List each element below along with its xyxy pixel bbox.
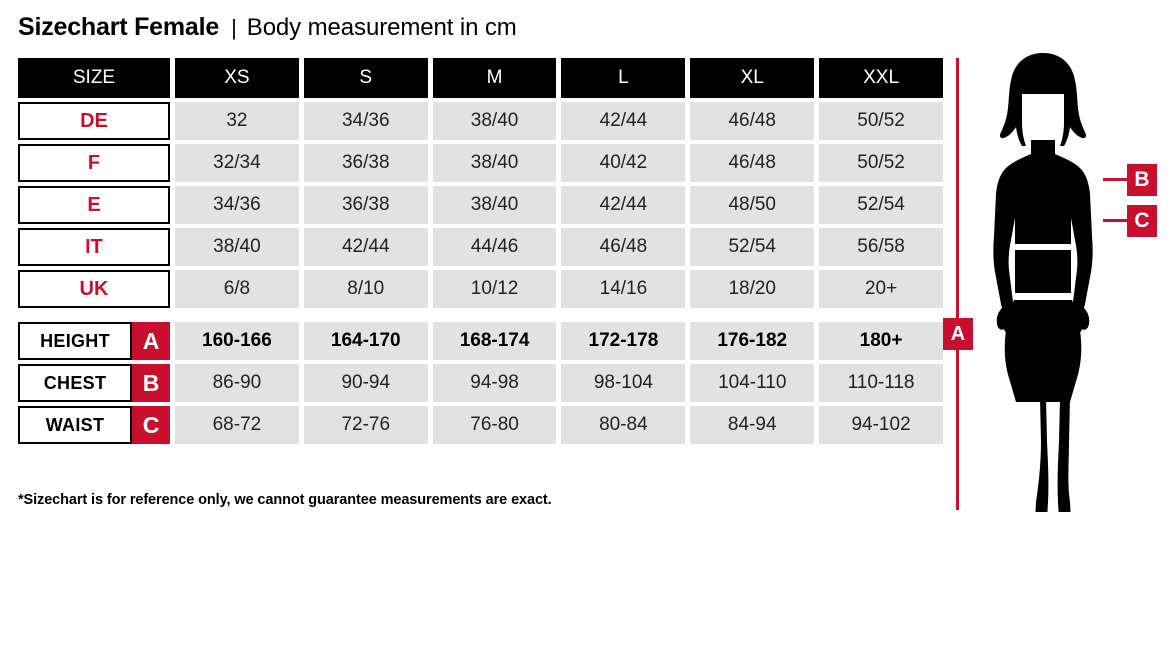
size-cell: 50/52 xyxy=(819,102,943,140)
measurement-cell: 98-104 xyxy=(561,364,686,402)
footnote-disclaimer: *Sizechart is for reference only, we can… xyxy=(18,492,552,508)
table-row: UK 6/8 8/10 10/12 14/16 18/20 20+ xyxy=(18,270,943,308)
table-row: F 32/34 36/38 38/40 40/42 46/48 50/52 xyxy=(18,144,943,182)
size-cell: 40/42 xyxy=(561,144,686,182)
measurement-cell: 110-118 xyxy=(819,364,943,402)
size-cell: 48/50 xyxy=(690,186,815,224)
size-cell: 38/40 xyxy=(175,228,299,266)
size-cell: 46/48 xyxy=(690,144,815,182)
size-cell: 32/34 xyxy=(175,144,299,182)
size-cell: 56/58 xyxy=(819,228,943,266)
size-cell: 18/20 xyxy=(690,270,815,308)
header-cell-xs: XS xyxy=(175,58,299,98)
measurement-cell: 68-72 xyxy=(175,406,299,444)
size-cell: 10/12 xyxy=(432,270,557,308)
measurement-cell: 84-94 xyxy=(690,406,815,444)
country-label-de: DE xyxy=(18,102,170,140)
size-cell: 52/54 xyxy=(690,228,815,266)
size-cell: 6/8 xyxy=(175,270,299,308)
measurement-cell: 76-80 xyxy=(432,406,557,444)
table-row: IT 38/40 42/44 44/46 46/48 52/54 56/58 xyxy=(18,228,943,266)
badge-chest-b: B xyxy=(1127,164,1157,196)
header-cell-m: M xyxy=(432,58,557,98)
country-label-uk: UK xyxy=(18,270,170,308)
country-label-cell: DE xyxy=(18,102,170,140)
measurement-cell: 72-76 xyxy=(303,406,428,444)
measurement-cell: 80-84 xyxy=(561,406,686,444)
height-measure-line xyxy=(956,58,959,510)
body-measurement-diagram: A B C xyxy=(930,50,1169,520)
size-cell: 46/48 xyxy=(561,228,686,266)
measurement-cell: 94-98 xyxy=(432,364,557,402)
country-label-cell: IT xyxy=(18,228,170,266)
size-cell: 42/44 xyxy=(303,228,428,266)
measurement-cell: 90-94 xyxy=(303,364,428,402)
country-label-cell: E xyxy=(18,186,170,224)
title-subtitle: Body measurement in cm xyxy=(246,14,517,41)
badge-height-a: A xyxy=(943,318,973,350)
badge-waist-c: C xyxy=(1127,205,1157,237)
table-header-row: SIZE XS S M L XL XXL xyxy=(18,58,943,98)
size-cell: 38/40 xyxy=(432,102,557,140)
measurement-label-cell: WAIST C xyxy=(18,406,170,444)
size-cell: 44/46 xyxy=(432,228,557,266)
measurement-label-cell: CHEST B xyxy=(18,364,170,402)
header-cell-s: S xyxy=(303,58,428,98)
size-cell: 50/52 xyxy=(819,144,943,182)
measurement-cell: 104-110 xyxy=(690,364,815,402)
size-cell: 52/54 xyxy=(819,186,943,224)
country-label-e: E xyxy=(18,186,170,224)
sizechart-table: SIZE XS S M L XL XXL DE 32 34/36 38/40 42/44 46/48 5… xyxy=(18,58,943,444)
country-label-cell: UK xyxy=(18,270,170,308)
size-cell: 42/44 xyxy=(561,102,686,140)
measurement-label-height: HEIGHT xyxy=(18,322,132,360)
measurement-badge-a: A xyxy=(132,322,170,360)
size-cell: 8/10 xyxy=(303,270,428,308)
female-silhouette-icon xyxy=(993,53,1093,512)
body-measurement-block: HEIGHT A 160-166 164-170 168-174 172-178 176-1… xyxy=(18,322,943,444)
size-cell: 34/36 xyxy=(175,186,299,224)
header-cell-size: SIZE xyxy=(18,58,170,98)
measurement-cell: 86-90 xyxy=(175,364,299,402)
size-cell: 32 xyxy=(175,102,299,140)
table-row: DE 32 34/36 38/40 42/44 46/48 50/52 xyxy=(18,102,943,140)
size-cell: 14/16 xyxy=(561,270,686,308)
header-cell-xl: XL xyxy=(690,58,815,98)
table-row: HEIGHT A 160-166 164-170 168-174 172-178 176-1… xyxy=(18,322,943,360)
measurement-cell: 94-102 xyxy=(819,406,943,444)
country-size-block: DE 32 34/36 38/40 42/44 46/48 50/52 F 32/34 36/38… xyxy=(18,102,943,308)
page-title: Sizechart Female | Body measurement in c… xyxy=(18,13,517,42)
measurement-label-cell: HEIGHT A xyxy=(18,322,170,360)
measurement-cell: 168-174 xyxy=(432,322,557,360)
country-label-f: F xyxy=(18,144,170,182)
size-cell: 38/40 xyxy=(432,186,557,224)
size-cell: 36/38 xyxy=(303,186,428,224)
country-label-it: IT xyxy=(18,228,170,266)
title-main: Sizechart Female xyxy=(18,13,220,41)
header-cell-l: L xyxy=(561,58,686,98)
table-row: WAIST C 68-72 72-76 76-80 80-84 84-94 94-102 xyxy=(18,406,943,444)
measurement-cell: 172-178 xyxy=(561,322,686,360)
measurement-label-chest: CHEST xyxy=(18,364,132,402)
size-cell: 34/36 xyxy=(303,102,428,140)
measurement-badge-b: B xyxy=(132,364,170,402)
size-cell: 38/40 xyxy=(432,144,557,182)
chest-leader-line xyxy=(1103,178,1127,181)
measurement-cell: 176-182 xyxy=(690,322,815,360)
size-cell: 20+ xyxy=(819,270,943,308)
size-cell: 42/44 xyxy=(561,186,686,224)
header-cell-xxl: XXL xyxy=(819,58,943,98)
table-row: E 34/36 36/38 38/40 42/44 48/50 52/54 xyxy=(18,186,943,224)
size-cell: 46/48 xyxy=(690,102,815,140)
measurement-label-waist: WAIST xyxy=(18,406,132,444)
table-row: CHEST B 86-90 90-94 94-98 98-104 104-110 110-11… xyxy=(18,364,943,402)
measurement-cell: 164-170 xyxy=(303,322,428,360)
title-separator: | xyxy=(231,15,237,40)
measurement-cell: 180+ xyxy=(819,322,943,360)
waist-leader-line xyxy=(1103,219,1127,222)
size-cell: 36/38 xyxy=(303,144,428,182)
country-label-cell: F xyxy=(18,144,170,182)
measurement-badge-c: C xyxy=(132,406,170,444)
measurement-cell: 160-166 xyxy=(175,322,299,360)
